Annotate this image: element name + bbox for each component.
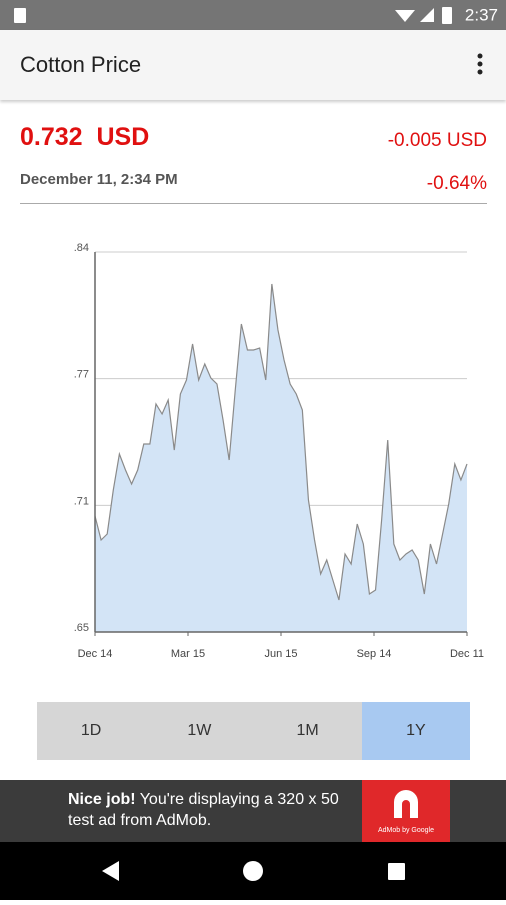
divider xyxy=(20,203,487,204)
ad-copy: Nice job! You're displaying a 320 x 50 t… xyxy=(68,789,358,831)
price-line xyxy=(94,283,468,601)
y-tick-label: .65 xyxy=(74,622,89,634)
price-area xyxy=(95,284,467,632)
status-bar: 2:37 xyxy=(0,0,506,30)
x-tick-label: Dec 11 xyxy=(450,648,484,660)
ad-logo-text: AdMob by Google xyxy=(377,827,435,834)
ad-logo-icon xyxy=(394,790,418,818)
nav-icons xyxy=(102,861,405,881)
battery-icon xyxy=(442,7,452,24)
range-button[interactable]: 1M xyxy=(253,702,362,760)
signal-icon xyxy=(420,8,434,22)
price: 0.732 USD xyxy=(20,123,149,152)
price-change: -0.005 USD xyxy=(387,130,487,151)
menu-button[interactable] xyxy=(470,52,490,78)
sd-icon xyxy=(14,8,26,23)
x-tick-label: Dec 14 xyxy=(78,648,113,660)
clock: 2:37 xyxy=(465,5,498,24)
range-button[interactable]: 1Y xyxy=(361,702,470,760)
y-tick-label: .71 xyxy=(74,495,89,507)
ad-text: You're displaying a 320 x 50 test ad fro… xyxy=(68,791,339,829)
home-button[interactable] xyxy=(243,861,263,881)
ad-logo: AdMob by Google xyxy=(362,780,450,842)
price-value: 0.732 xyxy=(20,123,83,151)
chart: .65 .71 .77 .84 Dec 14 Mar 15 Jun 15 Sep 14 Dec … xyxy=(74,242,484,660)
percent-change: -0.64% xyxy=(426,173,487,194)
y-tick-label: .77 xyxy=(74,369,89,381)
y-tick-label: .84 xyxy=(74,242,89,254)
app-title: Cotton Price xyxy=(20,52,142,77)
range-selector: 1D 1W 1M 1Y xyxy=(37,702,470,760)
back-button[interactable] xyxy=(102,861,119,881)
ad-banner[interactable]: Nice job! You're displaying a 320 x 50 t… xyxy=(0,780,506,842)
price-currency: USD xyxy=(96,123,150,151)
x-tick-label: Sep 14 xyxy=(357,648,392,660)
nav-bar xyxy=(0,842,506,900)
x-tick-label: Mar 15 xyxy=(171,648,205,660)
ad-headline: Nice job! xyxy=(68,791,136,808)
range-button[interactable]: 1D xyxy=(37,702,146,760)
recents-button[interactable] xyxy=(388,863,405,880)
x-tick-label: Jun 15 xyxy=(264,648,297,660)
quote-date: December 11, 2:34 PM xyxy=(20,171,178,188)
range-button[interactable]: 1W xyxy=(145,702,254,760)
status-icons: 2:37 xyxy=(14,5,498,24)
wifi-icon xyxy=(395,10,415,22)
app-bar: Cotton Price xyxy=(0,30,506,100)
